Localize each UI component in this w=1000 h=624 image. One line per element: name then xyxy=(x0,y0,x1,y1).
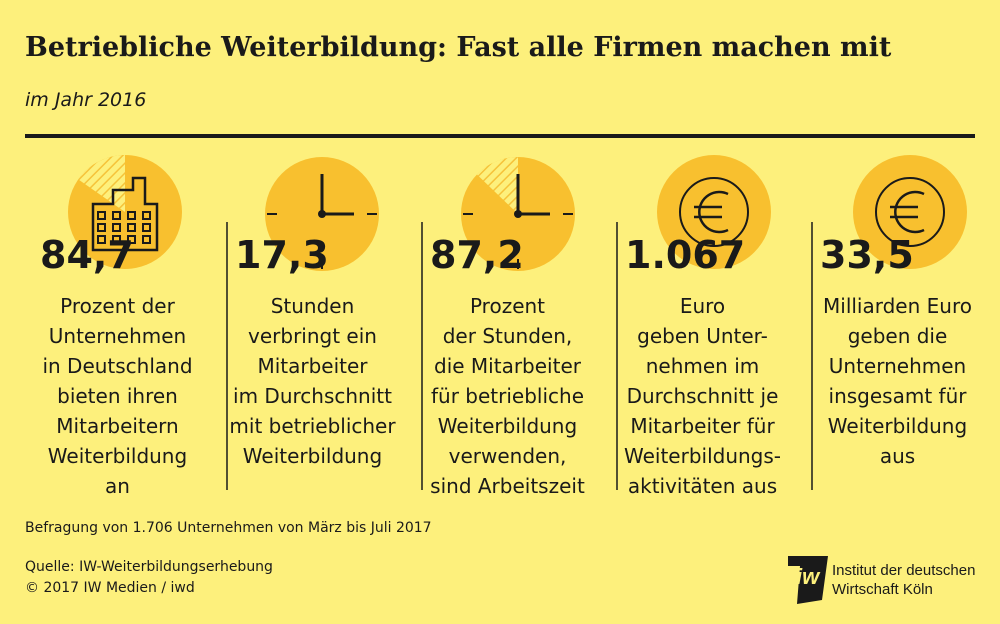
description-line: Euro xyxy=(680,294,725,318)
icon-euro xyxy=(890,190,925,234)
description-line: für betriebliche xyxy=(431,384,584,408)
description-line: aus xyxy=(880,444,915,468)
description-line: insgesamt für xyxy=(829,384,968,408)
description-line: Milliarden Euro xyxy=(823,294,972,318)
description-line: Mitarbeiter für xyxy=(630,414,775,438)
icon-coin xyxy=(875,177,945,247)
rule xyxy=(25,134,975,138)
icon-circle xyxy=(853,155,967,269)
logo: iw Institut der deutschen Wirtschaft Köl… xyxy=(788,556,975,604)
columns: 84,7 Prozent der Unternehmen in Deutschland… xyxy=(40,155,972,498)
description-line: verwenden, xyxy=(449,444,567,468)
value: 87,2 xyxy=(430,233,524,277)
icon-window xyxy=(127,211,136,220)
logo-line1: Institut der deutschen xyxy=(832,562,975,579)
subtitle: im Jahr 2016 xyxy=(25,89,146,111)
icon-window xyxy=(97,235,106,244)
description-line: Unternehmen xyxy=(49,324,186,348)
icon-building xyxy=(91,176,159,252)
source: Quelle: IW-Weiterbildungserhebung xyxy=(25,559,273,575)
icon-window xyxy=(112,223,121,232)
icon-hub xyxy=(318,210,326,218)
description-line: der Stunden, xyxy=(443,324,573,348)
logo-iw: iw xyxy=(796,564,821,589)
description-line: Weiterbildung xyxy=(243,444,382,468)
description-line: Weiterbildung xyxy=(48,444,187,468)
description-line: verbringt ein xyxy=(248,324,377,348)
description-line: Mitarbeitern xyxy=(56,414,178,438)
description-line: mit betrieblicher xyxy=(229,414,396,438)
description-line: an xyxy=(105,474,130,498)
description-line: im Durchschnitt xyxy=(233,384,392,408)
description-line: in Deutschland xyxy=(42,354,192,378)
icon-window xyxy=(97,223,106,232)
icon-window xyxy=(112,211,121,220)
description-line: aktivitäten aus xyxy=(628,474,777,498)
value: 17,3 xyxy=(235,233,329,277)
copyright: © 2017 IW Medien / iwd xyxy=(25,580,195,596)
description-line: geben Unter- xyxy=(637,324,768,348)
icon-hub xyxy=(514,210,522,218)
description-line: Prozent der xyxy=(60,294,175,318)
value: 33,5 xyxy=(820,233,914,277)
note: Befragung von 1.706 Unternehmen von März… xyxy=(25,520,432,536)
description-line: nehmen im xyxy=(646,354,760,378)
icon-hatch xyxy=(476,157,518,214)
description-line: sind Arbeitszeit xyxy=(430,474,585,498)
icon-window xyxy=(97,211,106,220)
description-line: bieten ihren xyxy=(57,384,178,408)
icon-coin xyxy=(679,177,749,247)
description-line: die Mitarbeiter xyxy=(434,354,582,378)
value: 1.067 xyxy=(625,233,745,277)
value: 84,7 xyxy=(40,233,134,277)
description-line: Stunden xyxy=(271,294,355,318)
icon-window xyxy=(142,223,151,232)
logo-mark xyxy=(788,556,828,604)
description-line: Durchschnitt je xyxy=(627,384,779,408)
description-line: Unternehmen xyxy=(829,354,966,378)
title: Betriebliche Weiterbildung: Fast alle Fi… xyxy=(25,32,892,63)
description-line: Weiterbildung xyxy=(438,414,577,438)
description-line: Prozent xyxy=(470,294,545,318)
icon-window xyxy=(112,235,121,244)
description-line: geben die xyxy=(848,324,948,348)
logo-line2: Wirtschaft Köln xyxy=(832,581,933,598)
icon-window xyxy=(142,235,151,244)
icon-euro xyxy=(694,190,729,234)
icon-window xyxy=(127,223,136,232)
description-line: Weiterbildungs- xyxy=(624,444,781,468)
description-line: Mitarbeiter xyxy=(257,354,368,378)
icon-window xyxy=(142,211,151,220)
icon-window xyxy=(127,235,136,244)
description-line: Weiterbildung xyxy=(828,414,967,438)
icon-circle xyxy=(657,155,771,269)
